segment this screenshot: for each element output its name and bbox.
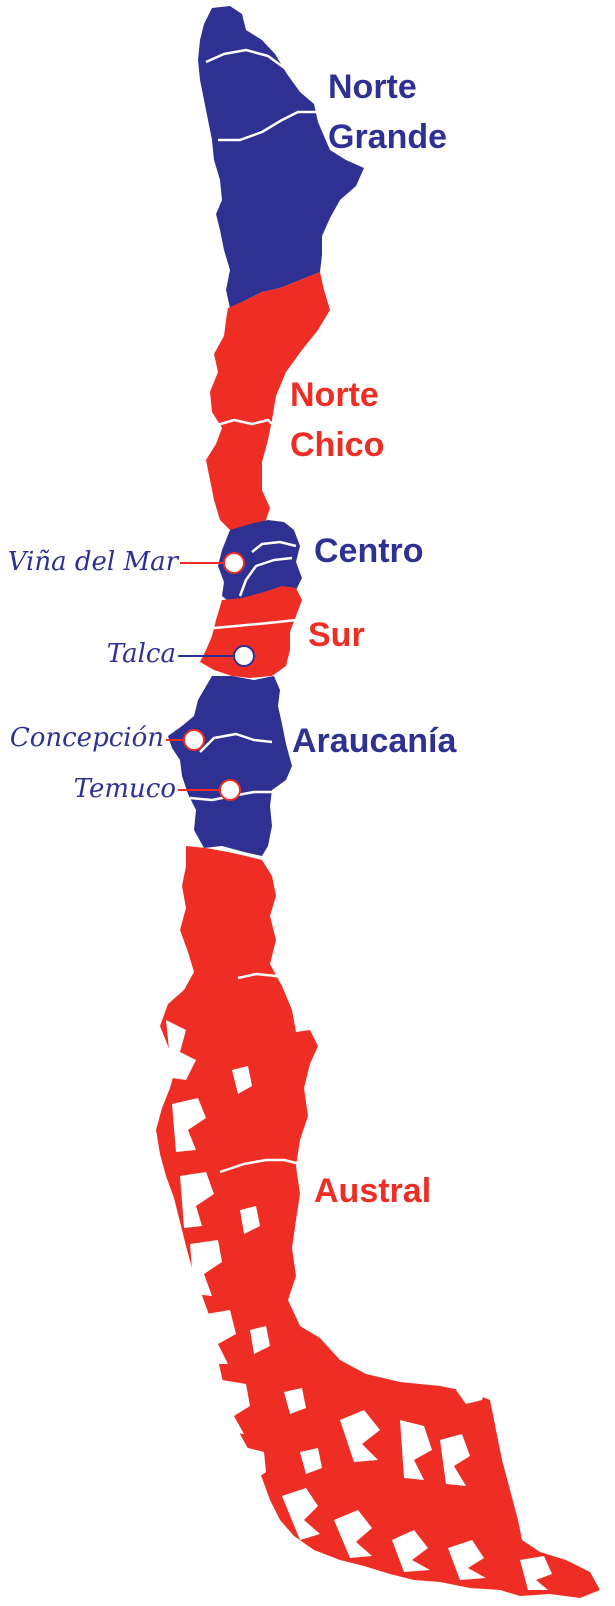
- region-austral-shape: [156, 846, 600, 1598]
- region-label-norte-chico-line1: Norte: [290, 376, 379, 414]
- region-label-sur: Sur: [308, 616, 365, 654]
- city-vina-del-mar: Viña del Mar: [8, 547, 245, 577]
- region-norte-grande-shape: [198, 6, 364, 308]
- city-talca: Talca: [107, 639, 255, 669]
- region-norte-chico-shape: [206, 272, 330, 532]
- region-label-norte-grande-line2: Grande: [328, 118, 447, 156]
- city-temuco: Temuco: [74, 774, 241, 804]
- city-marker-vina-del-mar: [223, 552, 245, 574]
- city-label-talca: Talca: [107, 639, 176, 669]
- city-marker-concepcion: [183, 729, 205, 751]
- region-label-centro: Centro: [314, 532, 424, 570]
- region-araucania-shape: [168, 676, 292, 856]
- city-label-vina-del-mar: Viña del Mar: [8, 547, 180, 577]
- city-marker-temuco: [219, 779, 241, 801]
- region-label-austral: Austral: [314, 1172, 431, 1210]
- city-concepcion: Concepción: [10, 723, 205, 753]
- region-label-norte-grande-line1: Norte: [328, 68, 417, 106]
- region-label-norte-chico-line2: Chico: [290, 426, 384, 464]
- fjords-pattern: [166, 1020, 552, 1590]
- region-label-araucania: Araucanía: [292, 722, 457, 760]
- city-label-temuco: Temuco: [74, 774, 176, 804]
- city-marker-talca: [233, 645, 255, 667]
- city-label-concepcion: Concepción: [10, 723, 164, 753]
